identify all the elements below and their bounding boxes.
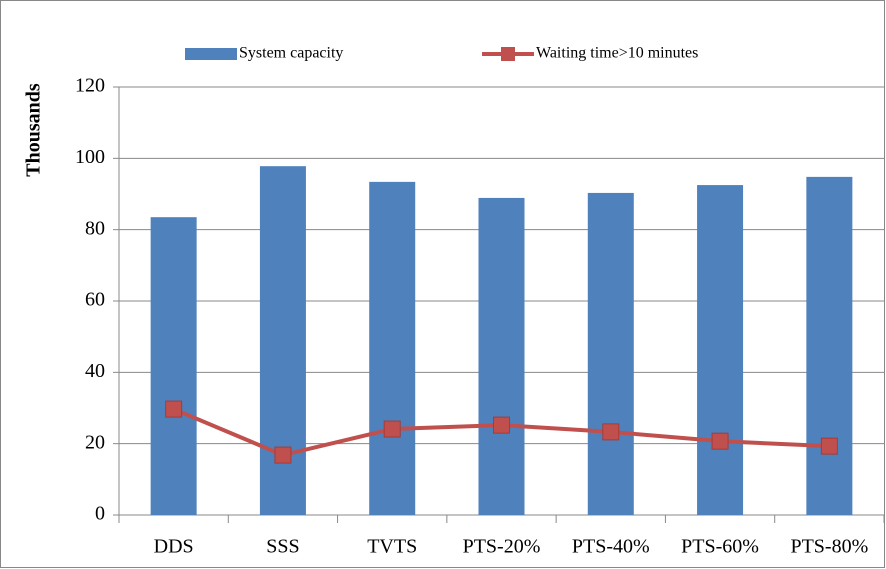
line-marker	[165, 400, 183, 418]
bar	[806, 176, 853, 515]
y-tick-label: 100	[75, 146, 105, 168]
y-tick-label: 120	[75, 75, 105, 97]
y-tick-label: 60	[85, 289, 105, 311]
line-marker	[493, 416, 510, 434]
y-axis-label: Thousands	[23, 83, 45, 177]
line-marker	[711, 432, 729, 450]
x-tick-label: PTS-60%	[681, 536, 759, 558]
line-marker	[820, 437, 838, 455]
legend-swatch	[185, 48, 237, 60]
bar	[150, 217, 197, 515]
bar	[587, 192, 634, 515]
x-tick-label: PTS-80%	[790, 536, 868, 558]
legend-label: Waiting time>10 minutes	[536, 45, 698, 62]
bar	[478, 197, 525, 515]
x-tick-label: PTS-20%	[463, 536, 541, 558]
x-tick-label: SSS	[266, 536, 299, 558]
y-tick-label: 20	[85, 431, 105, 453]
bar	[697, 185, 744, 516]
line-marker	[274, 446, 292, 464]
x-tick-label: TVTS	[367, 536, 417, 558]
x-tick-label: PTS-40%	[572, 536, 650, 558]
y-tick-label: 80	[85, 217, 105, 239]
legend-marker	[501, 47, 515, 61]
x-tick-label: DDS	[154, 536, 194, 558]
legend-label: System capacity	[239, 45, 343, 62]
line-marker	[383, 420, 401, 438]
y-tick-label: 40	[85, 360, 105, 382]
y-tick-label: 0	[95, 503, 105, 525]
bar	[369, 181, 416, 515]
line-marker	[602, 423, 620, 441]
